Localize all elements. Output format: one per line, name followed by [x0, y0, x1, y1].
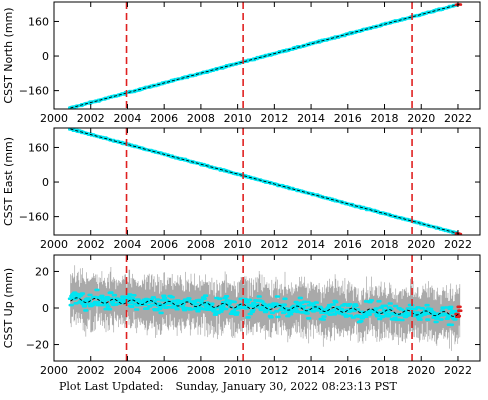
- x-tick-label: 2008: [187, 112, 215, 125]
- y-tick-label: −20: [26, 339, 49, 352]
- y-tick-label: −160: [19, 85, 49, 98]
- x-tick-label: 2010: [224, 364, 252, 377]
- plot-frame: [53, 1, 481, 110]
- x-tick-label: 2016: [334, 238, 362, 251]
- x-tick-label: 2016: [334, 364, 362, 377]
- footer-label: Plot Last Updated:: [59, 380, 164, 393]
- x-tick-label: 2000: [40, 238, 68, 251]
- x-tick-label: 2016: [334, 112, 362, 125]
- x-tick-label: 2022: [444, 238, 472, 251]
- x-tick-label: 2010: [224, 238, 252, 251]
- y-tick-label: 0: [42, 302, 49, 315]
- x-tick-label: 2000: [40, 364, 68, 377]
- x-tick-label: 2020: [407, 238, 435, 251]
- x-tick-label: 2004: [113, 238, 141, 251]
- panel-1: 2000 2002 2004 2006 2008 2010 2012 2014 2016 2018…: [2, 1, 481, 125]
- x-tick-label: 2018: [371, 364, 399, 377]
- panel-3: 2000 2002 2004 2006 2008 2010 2012 2014 2016 2018…: [2, 254, 481, 377]
- panel-3-data: [67, 265, 463, 351]
- x-tick-label: 2002: [77, 364, 105, 377]
- x-tick-label: 2014: [297, 364, 325, 377]
- y-tick-label: 0: [42, 50, 49, 63]
- x-tick-label: 2012: [260, 112, 288, 125]
- x-tick-label: 2006: [150, 112, 178, 125]
- y-axis-label: CSST East (mm): [2, 137, 15, 226]
- x-tick-label: 2022: [444, 112, 472, 125]
- x-tick-label: 2020: [407, 364, 435, 377]
- y-tick-label: 20: [35, 265, 49, 278]
- y-tick-label: 160: [28, 141, 49, 154]
- x-tick-label: 2000: [40, 112, 68, 125]
- x-tick-label: 2002: [77, 238, 105, 251]
- x-tick-label: 2004: [113, 364, 141, 377]
- model-fit-line: [70, 297, 461, 317]
- plot-frame: [53, 127, 481, 236]
- x-tick-label: 2012: [260, 238, 288, 251]
- model-fit-line: [70, 3, 460, 109]
- recent-points: [454, 305, 463, 318]
- x-tick-label: 2004: [113, 112, 141, 125]
- x-tick-label: 2018: [371, 112, 399, 125]
- x-tick-label: 2006: [150, 238, 178, 251]
- panel-2: 2000 2002 2004 2006 2008 2010 2012 2014 2016 2018…: [2, 127, 481, 251]
- x-tick-label: 2014: [297, 238, 325, 251]
- x-tick-label: 2018: [371, 238, 399, 251]
- y-tick-label: −160: [19, 211, 49, 224]
- x-tick-label: 2010: [224, 112, 252, 125]
- y-tick-label: 160: [28, 15, 49, 28]
- x-tick-label: 2022: [444, 364, 472, 377]
- footer: Plot Last Updated: Sunday, January 30, 20…: [59, 380, 479, 393]
- x-tick-label: 2002: [77, 112, 105, 125]
- x-tick-label: 2014: [297, 112, 325, 125]
- x-tick-label: 2008: [187, 364, 215, 377]
- model-fit-line: [70, 128, 460, 235]
- footer-timestamp: Sunday, January 30, 2022 08:23:13 PST: [175, 380, 397, 393]
- x-tick-label: 2020: [407, 112, 435, 125]
- x-tick-label: 2012: [260, 364, 288, 377]
- y-axis-label: CSST Up (mm): [2, 268, 15, 348]
- panel-1-data: [68, 3, 463, 109]
- x-tick-label: 2008: [187, 238, 215, 251]
- y-tick-label: 0: [42, 176, 49, 189]
- x-tick-label: 2006: [150, 364, 178, 377]
- panel-2-data: [68, 128, 463, 235]
- y-axis-label: CSST North (mm): [2, 7, 15, 103]
